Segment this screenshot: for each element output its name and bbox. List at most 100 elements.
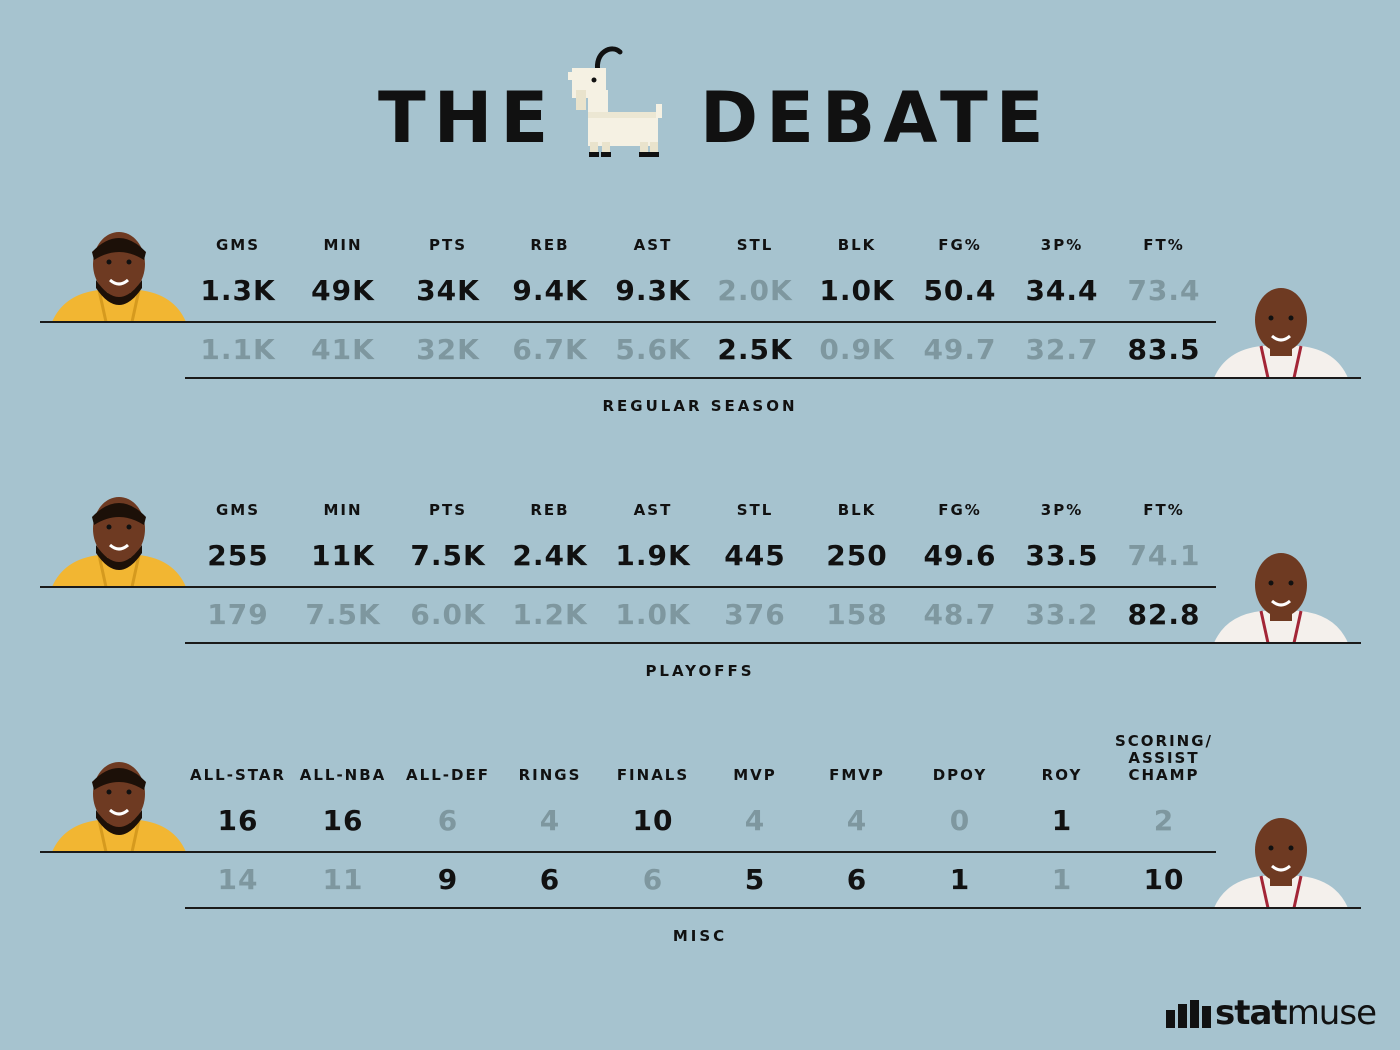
- stat-header: AST: [633, 236, 673, 254]
- title-right: DEBATE: [700, 77, 1052, 159]
- section-label: MISC: [672, 927, 728, 945]
- stat-header: ALL-DEF: [406, 766, 490, 784]
- player2-value: 82.8: [1127, 598, 1201, 631]
- player1-value: 74.1: [1127, 539, 1201, 572]
- player1-value: 0: [949, 804, 971, 837]
- player1-value: 16: [217, 804, 259, 837]
- player2-value: 32.7: [1025, 333, 1099, 366]
- player2-value: 0.9K: [819, 333, 895, 366]
- player1-value: 255: [207, 539, 269, 572]
- player1-value: 1.0K: [819, 274, 895, 307]
- title-left: THE: [378, 77, 557, 159]
- stat-header: FT%: [1143, 236, 1185, 254]
- player2-value: 9: [437, 863, 459, 896]
- player2-value: 179: [207, 598, 269, 631]
- player2-value: 83.5: [1127, 333, 1201, 366]
- player1-value: 4: [539, 804, 561, 837]
- stat-header: REB: [530, 501, 570, 519]
- player1-value: 6: [437, 804, 459, 837]
- stat-header: GMS: [215, 236, 261, 254]
- player1-value: 2.0K: [717, 274, 793, 307]
- player1-value: 33.5: [1025, 539, 1099, 572]
- statmuse-logo: statmuse: [1166, 996, 1377, 1030]
- stat-header: RINGS: [518, 766, 582, 784]
- player2-value: 48.7: [923, 598, 997, 631]
- player2-value: 1.2K: [512, 598, 588, 631]
- stat-header: FG%: [938, 236, 982, 254]
- player2-value: 1: [1051, 863, 1073, 896]
- player2-value: 6.7K: [512, 333, 588, 366]
- player2-value: 158: [826, 598, 888, 631]
- brand-bold: stat: [1215, 993, 1288, 1033]
- divider-line: [185, 907, 1361, 909]
- player1-value: 34K: [416, 274, 480, 307]
- player2-value: 6: [846, 863, 868, 896]
- player1-value: 2: [1153, 804, 1175, 837]
- player1-value: 73.4: [1127, 274, 1201, 307]
- player1-avatar: [44, 222, 194, 326]
- player1-value: 250: [826, 539, 888, 572]
- stat-header: GMS: [215, 501, 261, 519]
- player1-value: 1: [1051, 804, 1073, 837]
- player1-value: 1.3K: [200, 274, 276, 307]
- brand-light: muse: [1286, 993, 1377, 1033]
- player2-value: 11: [322, 863, 364, 896]
- divider-line: [185, 642, 1361, 644]
- player1-value: 10: [632, 804, 674, 837]
- player2-value: 10: [1143, 863, 1185, 896]
- stat-header: SCORING/ ASSIST CHAMP: [1114, 732, 1214, 784]
- stat-header: MVP: [733, 766, 777, 784]
- stat-header: BLK: [837, 236, 877, 254]
- section-label: REGULAR SEASON: [602, 397, 798, 415]
- player1-avatar: [44, 487, 194, 591]
- stat-header: MIN: [323, 501, 363, 519]
- stat-header: FINALS: [616, 766, 690, 784]
- player2-avatar: [1206, 808, 1356, 912]
- stat-header: FT%: [1143, 501, 1185, 519]
- player2-value: 6.0K: [410, 598, 486, 631]
- player1-value: 9.4K: [512, 274, 588, 307]
- player1-value: 7.5K: [410, 539, 486, 572]
- player1-avatar: [44, 752, 194, 856]
- stat-header: ALL-STAR: [190, 766, 286, 784]
- player1-value: 11K: [311, 539, 375, 572]
- player1-value: 4: [744, 804, 766, 837]
- player2-value: 7.5K: [305, 598, 381, 631]
- player2-value: 1.0K: [615, 598, 691, 631]
- stat-header: PTS: [428, 236, 468, 254]
- player2-value: 33.2: [1025, 598, 1099, 631]
- divider-line: [40, 321, 1216, 323]
- section-0: GMS 1.3K 1.1K MIN 49K 41K PTS 34K 32K REB 9.4K 6.7K…: [0, 218, 1400, 428]
- stat-header: STL: [736, 501, 774, 519]
- stat-header: REB: [530, 236, 570, 254]
- goat-icon: [568, 46, 662, 157]
- player2-value: 6: [642, 863, 664, 896]
- player2-value: 41K: [311, 333, 375, 366]
- player2-value: 1: [949, 863, 971, 896]
- player1-value: 9.3K: [615, 274, 691, 307]
- stat-header: BLK: [837, 501, 877, 519]
- stat-header: PTS: [428, 501, 468, 519]
- section-2: ALL-STAR 16 14 ALL-NBA 16 11 ALL-DEF 6 9 RINGS 4 6 F…: [0, 733, 1400, 958]
- player1-value: 445: [724, 539, 786, 572]
- player2-value: 2.5K: [717, 333, 793, 366]
- player1-value: 4: [846, 804, 868, 837]
- stat-header: 3P%: [1040, 236, 1084, 254]
- player2-value: 376: [724, 598, 786, 631]
- divider-line: [40, 586, 1216, 588]
- stat-header: ALL-NBA: [299, 766, 387, 784]
- player2-avatar: [1206, 543, 1356, 647]
- player2-value: 1.1K: [200, 333, 276, 366]
- player1-value: 49K: [311, 274, 375, 307]
- stat-header: ROY: [1041, 766, 1083, 784]
- player1-value: 16: [322, 804, 364, 837]
- stat-header: DPOY: [932, 766, 988, 784]
- player1-value: 34.4: [1025, 274, 1099, 307]
- player2-value: 5: [744, 863, 766, 896]
- player2-value: 32K: [416, 333, 480, 366]
- stat-header: MIN: [323, 236, 363, 254]
- section-1: GMS 255 179 MIN 11K 7.5K PTS 7.5K 6.0K REB 2.4K 1.2…: [0, 483, 1400, 693]
- divider-line: [185, 377, 1361, 379]
- player2-value: 6: [539, 863, 561, 896]
- player1-value: 1.9K: [615, 539, 691, 572]
